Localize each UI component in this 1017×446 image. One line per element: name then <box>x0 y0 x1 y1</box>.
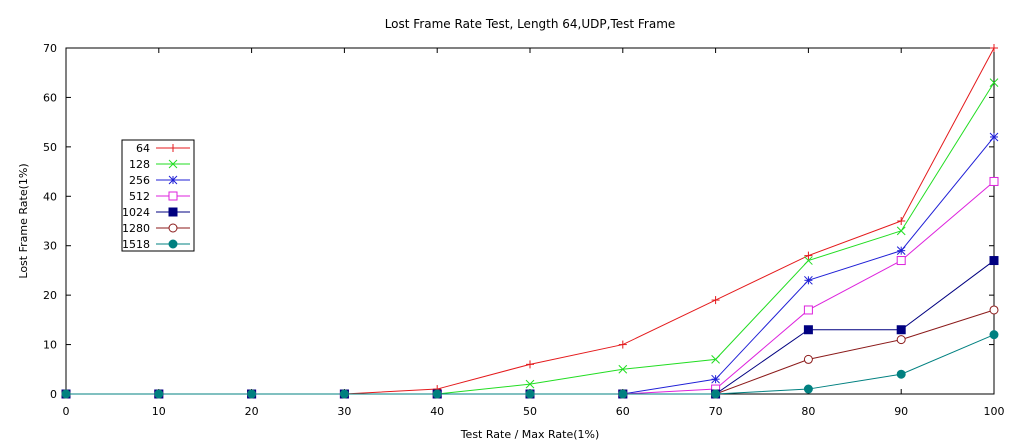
legend-label-1518: 1518 <box>122 238 150 251</box>
legend-marker-1518 <box>168 239 178 249</box>
data-point-1518 <box>339 389 349 399</box>
legend-label-1024: 1024 <box>122 206 150 219</box>
data-point-1024 <box>803 325 813 335</box>
x-tick-label: 70 <box>709 405 723 418</box>
data-point-1518 <box>896 369 906 379</box>
y-tick-label: 10 <box>43 339 57 352</box>
legend-label-256: 256 <box>129 174 150 187</box>
data-point-512 <box>989 176 999 186</box>
data-point-1518 <box>989 330 999 340</box>
data-point-64 <box>618 340 627 349</box>
chart-title: Lost Frame Rate Test, Length 64,UDP,Test… <box>384 17 676 31</box>
y-axis-label: Lost Frame Rate(1%) <box>17 163 30 278</box>
legend-label-64: 64 <box>136 142 150 155</box>
series-lines <box>66 47 995 395</box>
series-line-64 <box>66 47 995 395</box>
x-tick-label: 100 <box>984 405 1005 418</box>
data-point-1518 <box>247 389 257 399</box>
series-line-256 <box>66 136 995 395</box>
x-tick-label: 90 <box>894 405 908 418</box>
data-point-512 <box>803 305 813 315</box>
data-point-64 <box>990 44 998 52</box>
data-point-1518 <box>711 389 721 399</box>
data-point-1518 <box>618 389 628 399</box>
data-point-64 <box>526 360 534 369</box>
x-axis-label: Test Rate / Max Rate(1%) <box>460 428 600 441</box>
x-tick-label: 40 <box>430 405 444 418</box>
data-point-1518 <box>803 384 813 394</box>
y-tick-label: 20 <box>43 289 57 302</box>
data-point-1518 <box>525 389 535 399</box>
data-point-1024 <box>896 325 906 335</box>
data-point-1518 <box>61 389 71 399</box>
legend-marker-1280 <box>168 223 178 233</box>
data-point-1280 <box>989 305 999 315</box>
data-point-256 <box>804 275 813 285</box>
legend: 64 128 256 512 1024 1280 1518 <box>121 139 195 252</box>
x-tick-label: 50 <box>523 405 537 418</box>
series-markers <box>61 44 999 399</box>
data-point-128 <box>711 355 720 364</box>
data-point-256 <box>989 132 999 142</box>
legend-marker-1024 <box>168 207 178 217</box>
data-point-64 <box>804 251 813 260</box>
x-tick-label: 10 <box>152 405 166 418</box>
data-point-1518 <box>154 389 164 399</box>
y-tick-label: 30 <box>43 240 57 253</box>
data-point-256 <box>711 374 720 384</box>
x-tick-label: 20 <box>245 405 259 418</box>
data-point-128 <box>989 78 999 87</box>
y-tick-label: 40 <box>43 190 57 203</box>
data-point-1280 <box>896 335 906 345</box>
data-point-64 <box>897 217 906 225</box>
series-line-1024 <box>66 260 995 395</box>
x-tick-label: 0 <box>63 405 70 418</box>
y-tick-label: 60 <box>43 91 57 104</box>
legend-label-128: 128 <box>129 158 150 171</box>
legend-marker-128 <box>168 159 178 169</box>
data-point-128 <box>525 379 535 389</box>
y-tick-label: 70 <box>43 42 57 55</box>
legend-marker-256 <box>168 175 178 185</box>
data-point-1518 <box>432 389 442 399</box>
x-tick-label: 60 <box>616 405 630 418</box>
y-tick-label: 50 <box>43 141 57 154</box>
data-point-1024 <box>989 256 999 266</box>
data-point-512 <box>896 256 906 266</box>
legend-label-1280: 1280 <box>122 222 150 235</box>
data-point-128 <box>804 256 813 265</box>
data-point-128 <box>896 226 906 236</box>
data-point-64 <box>711 296 720 305</box>
plot-frame <box>65 47 995 395</box>
x-tick-label: 80 <box>801 405 815 418</box>
legend-marker-64 <box>169 144 177 152</box>
legend-marker-512 <box>168 191 178 201</box>
x-tick-label: 30 <box>337 405 351 418</box>
data-point-1280 <box>803 354 813 364</box>
legend-label-512: 512 <box>129 190 150 203</box>
y-tick-label: 0 <box>50 388 57 401</box>
data-point-256 <box>896 246 906 256</box>
data-point-128 <box>618 364 628 374</box>
